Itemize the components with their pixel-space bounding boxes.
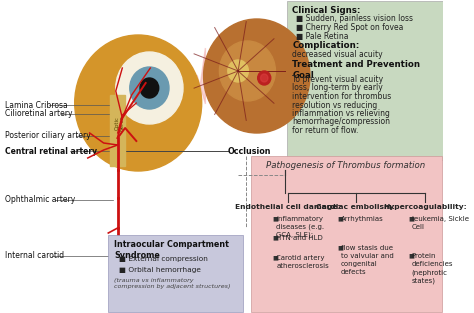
Text: Arrhythmias: Arrhythmias	[341, 216, 383, 222]
Text: Pathogenesis of Thrombus formation: Pathogenesis of Thrombus formation	[266, 161, 425, 170]
Text: GCA, SLE):: GCA, SLE):	[276, 232, 313, 239]
Text: Hypercoagulability:: Hypercoagulability:	[383, 204, 467, 210]
Circle shape	[228, 60, 248, 82]
Text: ■: ■	[273, 255, 279, 260]
Text: ■ External compression: ■ External compression	[118, 256, 208, 262]
Text: ■: ■	[408, 253, 414, 258]
Text: deficiencies: deficiencies	[412, 261, 453, 267]
FancyBboxPatch shape	[251, 156, 442, 312]
Polygon shape	[197, 48, 205, 108]
Text: Clinical Signs:: Clinical Signs:	[292, 6, 361, 15]
Text: inflammatory: inflammatory	[276, 216, 323, 222]
Text: Treatment and Prevention
Goal: Treatment and Prevention Goal	[292, 60, 420, 80]
Text: intervention for thrombus: intervention for thrombus	[292, 92, 392, 101]
Text: Nerve: Nerve	[120, 115, 125, 131]
FancyBboxPatch shape	[109, 235, 243, 312]
Circle shape	[140, 78, 159, 98]
Text: (trauma vs inflammatory
compression by adjacent structures): (trauma vs inflammatory compression by a…	[114, 278, 230, 289]
Text: inflammation vs relieving: inflammation vs relieving	[292, 109, 390, 118]
Text: ■ Orbital hemorrhage: ■ Orbital hemorrhage	[118, 267, 201, 273]
Text: Internal carotid: Internal carotid	[5, 252, 64, 260]
Text: Intraocular Compartment
Syndrome: Intraocular Compartment Syndrome	[114, 240, 229, 260]
Text: ■ Cherry Red Spot on fovea: ■ Cherry Red Spot on fovea	[296, 23, 403, 32]
Text: diseases (e.g.: diseases (e.g.	[276, 224, 325, 230]
Text: ■: ■	[273, 235, 279, 240]
Circle shape	[130, 67, 169, 109]
Text: Optic: Optic	[115, 116, 120, 130]
Circle shape	[258, 71, 271, 85]
Text: hemorrhage/compression: hemorrhage/compression	[292, 117, 390, 126]
Text: leukemia, Sickle: leukemia, Sickle	[412, 216, 469, 222]
Text: To prevent visual acuity: To prevent visual acuity	[292, 75, 383, 84]
Text: ■: ■	[273, 216, 279, 221]
Text: Cardiac embolism:: Cardiac embolism:	[316, 204, 395, 210]
Text: loss, long-term by early: loss, long-term by early	[292, 84, 383, 93]
Text: for return of flow.: for return of flow.	[292, 126, 359, 135]
Text: Cell: Cell	[412, 224, 425, 230]
Text: ■ Sudden, painless vision loss: ■ Sudden, painless vision loss	[296, 14, 413, 23]
Text: Complication:: Complication:	[292, 41, 359, 50]
Text: resolution vs reducing: resolution vs reducing	[292, 100, 377, 110]
Text: ■ Pale Retina: ■ Pale Retina	[296, 32, 348, 41]
Text: Cilioretinal artery: Cilioretinal artery	[5, 110, 72, 119]
Text: defects: defects	[341, 269, 366, 275]
Circle shape	[261, 74, 268, 82]
Circle shape	[203, 19, 310, 133]
FancyBboxPatch shape	[287, 1, 443, 160]
Text: Endothelial cell damage:: Endothelial cell damage:	[235, 204, 340, 210]
Text: Lamina Cribrosa: Lamina Cribrosa	[5, 100, 67, 110]
Text: states): states)	[412, 277, 436, 284]
Text: Ophthalmic artery: Ophthalmic artery	[5, 196, 75, 204]
Text: to valvular and: to valvular and	[341, 253, 393, 259]
Text: (nephrotic: (nephrotic	[412, 269, 448, 275]
Text: Central retinal artery: Central retinal artery	[5, 146, 97, 156]
Circle shape	[75, 35, 201, 171]
Text: ■: ■	[408, 216, 414, 221]
Text: flow stasis due: flow stasis due	[341, 245, 393, 251]
Text: congenital: congenital	[341, 261, 378, 267]
Polygon shape	[110, 95, 125, 166]
Circle shape	[116, 52, 183, 124]
Text: atherosclerosis: atherosclerosis	[276, 263, 329, 269]
Text: HTN and HLD: HTN and HLD	[276, 235, 323, 241]
Text: Carotid artery: Carotid artery	[276, 255, 325, 261]
Text: ■: ■	[337, 216, 343, 221]
Text: Occlusion: Occlusion	[228, 146, 271, 156]
Text: Posterior ciliary artery: Posterior ciliary artery	[5, 131, 91, 141]
Text: ■: ■	[337, 245, 343, 250]
Text: decreased visual acuity: decreased visual acuity	[292, 50, 383, 59]
Text: Protein: Protein	[412, 253, 436, 259]
Circle shape	[219, 41, 275, 101]
